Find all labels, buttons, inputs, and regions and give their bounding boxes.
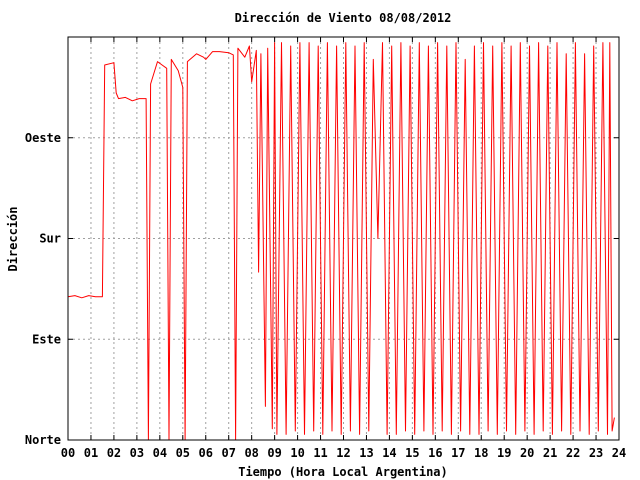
chart-title: Dirección de Viento 08/08/2012 bbox=[235, 11, 452, 25]
y-ticks: Norte Este Sur Oeste bbox=[25, 131, 619, 447]
y-tick-label: Sur bbox=[39, 232, 61, 246]
x-tick-label: 03 bbox=[130, 446, 144, 460]
x-ticks: 00 01 02 03 04 05 06 07 08 09 10 11 12 13 14 15 16 17 18 19… bbox=[61, 37, 626, 460]
y-tick-label: Norte bbox=[25, 433, 61, 447]
x-tick-label: 21 bbox=[543, 446, 557, 460]
x-tick-label: 07 bbox=[221, 446, 235, 460]
x-tick-label: 18 bbox=[474, 446, 488, 460]
x-tick-label: 13 bbox=[359, 446, 373, 460]
x-tick-label: 06 bbox=[199, 446, 213, 460]
x-tick-label: 14 bbox=[382, 446, 396, 460]
x-tick-label: 15 bbox=[405, 446, 419, 460]
series-line bbox=[67, 42, 615, 441]
y-axis-label: Dirección bbox=[6, 206, 20, 271]
x-axis-label: Tiempo (Hora Local Argentina) bbox=[238, 465, 448, 479]
x-tick-label: 09 bbox=[267, 446, 281, 460]
x-tick-label: 10 bbox=[290, 446, 304, 460]
x-tick-label: 20 bbox=[520, 446, 534, 460]
y-tick-label: Oeste bbox=[25, 131, 61, 145]
x-tick-label: 01 bbox=[84, 446, 98, 460]
x-tick-label: 23 bbox=[589, 446, 603, 460]
x-tick-label: 04 bbox=[153, 446, 167, 460]
x-tick-label: 11 bbox=[313, 446, 327, 460]
x-tick-label: 05 bbox=[176, 446, 190, 460]
x-tick-label: 17 bbox=[451, 446, 465, 460]
series-layer bbox=[67, 42, 615, 441]
x-tick-label: 22 bbox=[566, 446, 580, 460]
x-tick-label: 24 bbox=[612, 446, 626, 460]
x-tick-label: 12 bbox=[336, 446, 350, 460]
y-tick-label: Este bbox=[32, 332, 61, 346]
x-tick-label: 08 bbox=[244, 446, 258, 460]
x-tick-label: 02 bbox=[107, 446, 121, 460]
x-tick-label: 00 bbox=[61, 446, 75, 460]
x-tick-label: 19 bbox=[497, 446, 511, 460]
x-tick-label: 16 bbox=[428, 446, 442, 460]
